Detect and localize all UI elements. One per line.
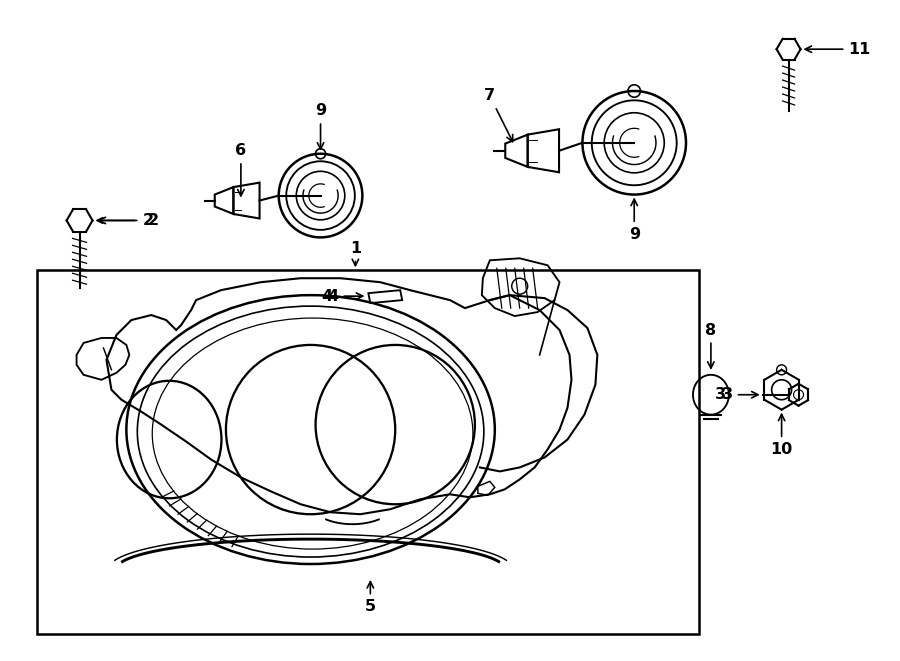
Text: 8: 8 <box>706 323 716 368</box>
Text: 1: 1 <box>350 241 361 266</box>
Text: 7: 7 <box>484 89 513 141</box>
Text: 5: 5 <box>364 582 376 614</box>
Text: 6: 6 <box>235 143 247 196</box>
Text: 2: 2 <box>148 213 158 228</box>
Text: 2: 2 <box>99 213 153 228</box>
Text: 3: 3 <box>715 387 725 403</box>
Bar <box>37 270 699 634</box>
Text: 4: 4 <box>328 289 363 303</box>
Text: 11: 11 <box>806 42 870 57</box>
Text: 3: 3 <box>722 387 758 403</box>
Text: 4: 4 <box>321 289 332 303</box>
Text: 9: 9 <box>315 103 326 149</box>
Text: 10: 10 <box>770 414 793 457</box>
Text: 9: 9 <box>629 199 640 242</box>
